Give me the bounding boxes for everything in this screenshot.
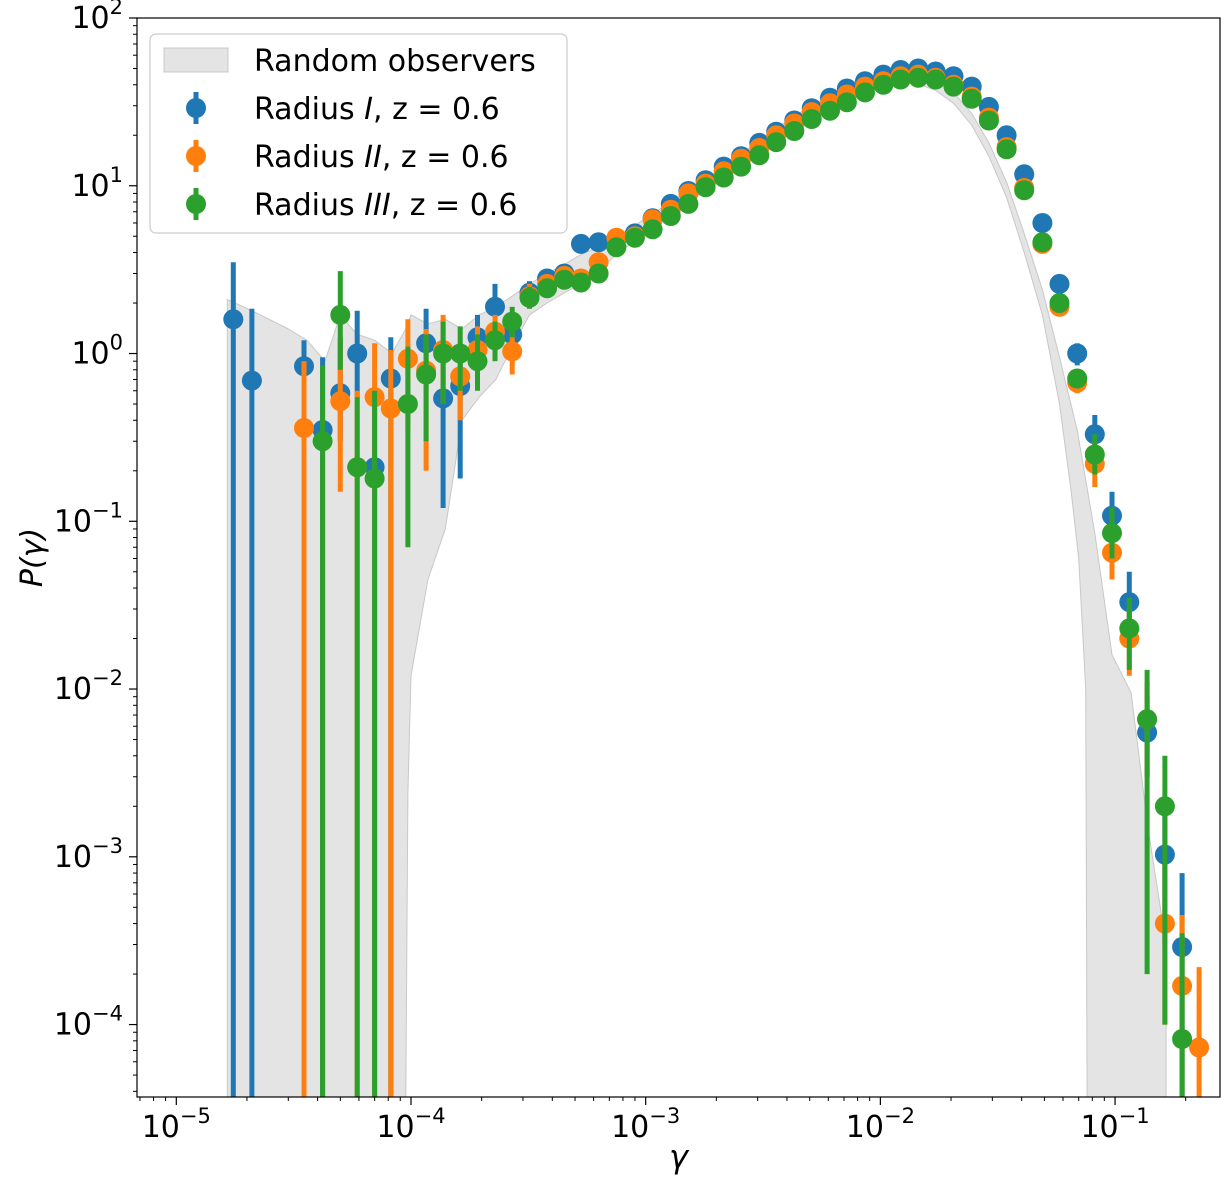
data-point [223,309,244,330]
data-point [485,296,505,317]
y-tick-label: 10−2 [54,666,123,707]
data-point [606,237,627,258]
data-point [294,418,314,438]
x-tick-label: 10−5 [142,1104,211,1145]
x-tick-label: 10−1 [1080,1104,1149,1145]
data-point [467,351,488,372]
data-point [1014,164,1035,185]
legend-swatch-band [163,47,229,73]
data-point [1102,523,1122,544]
data-point [588,263,609,284]
legend-swatch-marker [186,146,206,166]
data-point [1172,1029,1193,1049]
x-tick-label: 10−4 [376,1104,445,1145]
y-axis-ticks: 10−4 10−3 10−2 10−1 100 101 102 [54,0,137,1092]
data-point [519,287,540,308]
data-point [380,398,401,419]
data-point [996,139,1017,160]
data-point [678,193,699,214]
legend-box [149,33,568,234]
data-point [433,343,454,364]
data-point [1032,232,1053,253]
data-point [1014,180,1035,201]
data-point [820,100,840,121]
legend-label: Radius III, z = 0.6 [254,188,517,223]
plot-frame [136,17,1221,1098]
legend-item-4: Radius III, z = 0.6 [186,188,517,223]
data-point [1084,444,1105,465]
y-axis-label: P(γ) [15,528,50,587]
data-point [925,69,946,90]
data-point [347,343,368,364]
data-point [416,364,437,385]
data-point [397,394,418,414]
data-point [571,233,591,254]
data-point [312,431,333,452]
data-point [784,121,805,141]
data-point [961,88,982,109]
data-point [642,219,663,240]
data-point [537,278,558,299]
data-point [1032,213,1053,233]
data-point [978,110,999,131]
legend-item-1: Random observers [163,44,536,79]
legend-item-3: Radius II, z = 0.6 [186,140,509,175]
data-point [588,232,609,253]
y-tick-label: 100 [71,331,123,372]
data-point [485,330,505,351]
data-point [364,468,385,489]
series-3 [312,67,1193,1097]
data-point [1154,796,1175,817]
legend: Random observers Radius I, z = 0.6 Radius … [149,33,568,234]
x-axis-ticks: 10−5 10−4 10−3 10−2 10−1 [139,1097,1187,1145]
legend-item-2: Radius I, z = 0.6 [186,92,500,127]
data-point [695,177,716,198]
data-point [502,311,523,332]
data-point [554,269,575,290]
data-point [873,74,894,95]
x-tick-label: 10−3 [611,1104,680,1145]
data-point [855,82,875,103]
data-point [943,76,964,97]
data-point [330,304,351,325]
y-tick-label: 10−4 [54,1002,123,1043]
y-tick-label: 101 [71,163,123,204]
data-point [908,67,929,88]
data-point [330,391,351,412]
legend-swatch-marker [186,98,206,118]
data-point [347,457,368,478]
y-tick-label: 10−1 [54,498,123,539]
data-point [624,227,645,248]
x-tick-label: 10−2 [846,1104,915,1145]
data-point [241,370,262,391]
data-point [713,167,734,188]
legend-label: Random observers [254,44,536,79]
data-point [1067,368,1088,389]
data-point [1049,273,1070,294]
data-point [450,343,471,364]
data-point [1049,293,1070,313]
legend-label: Radius II, z = 0.6 [254,140,509,175]
data-point [801,109,822,129]
legend-label: Radius I, z = 0.6 [254,92,500,127]
data-point [1189,1037,1210,1058]
y-tick-label: 10−3 [54,834,123,875]
data-point [749,145,770,166]
data-point [1067,343,1088,364]
series-layer [223,58,1210,1097]
data-point [1119,618,1140,639]
data-point [766,132,787,153]
data-point [660,206,681,226]
data-point [571,272,591,293]
data-point [502,341,523,362]
data-point [1137,709,1158,730]
data-point [836,92,857,113]
data-point [731,156,752,177]
x-axis-label: γ [669,1138,690,1176]
y-tick-label: 102 [71,0,123,36]
data-point [890,69,911,90]
legend-swatch-marker [186,194,206,214]
